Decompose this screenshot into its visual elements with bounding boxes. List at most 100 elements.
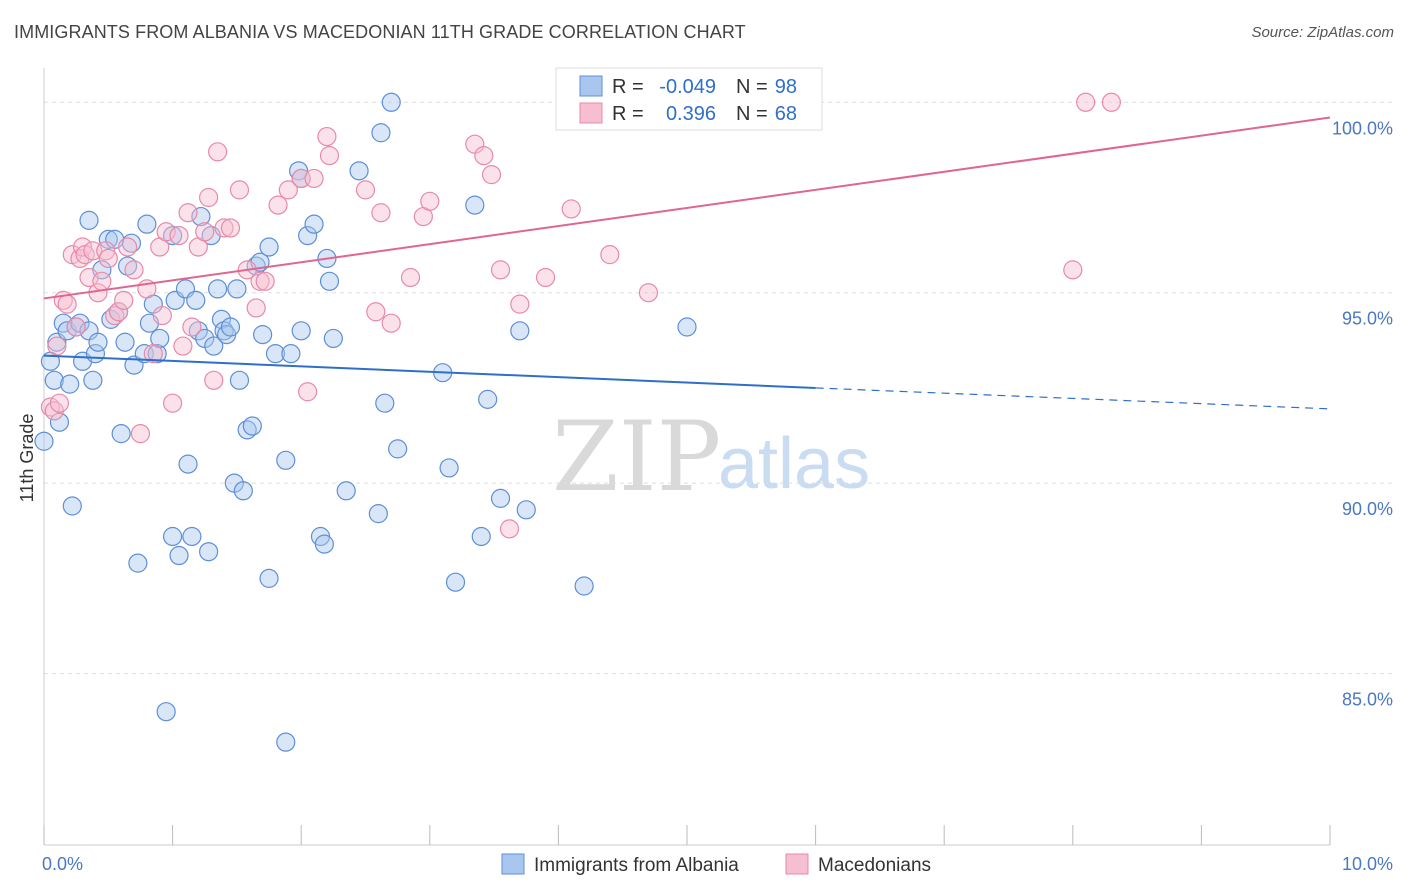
albania-point bbox=[191, 206, 211, 227]
macedonian-point bbox=[638, 283, 659, 303]
albania-point bbox=[368, 504, 388, 524]
albania-point bbox=[490, 488, 511, 508]
albania-point bbox=[289, 161, 309, 181]
albania-point bbox=[445, 572, 466, 592]
macedonian-point bbox=[208, 142, 228, 162]
bottom-legend-swatch-albania bbox=[501, 853, 525, 875]
macedonian-point bbox=[220, 218, 241, 238]
albania-point bbox=[319, 271, 340, 291]
legend-box: R = -0.049 N = 98 R = 0.396 N = 68 bbox=[555, 67, 823, 131]
albania-trend-extension bbox=[815, 387, 1331, 410]
macedonian-point bbox=[79, 267, 99, 288]
macedonian-point bbox=[366, 302, 386, 322]
macedonian-point bbox=[152, 305, 172, 326]
macedonian-trend-line bbox=[43, 116, 1331, 300]
macedonian-point bbox=[182, 317, 202, 337]
bottom-legend-label-macedonian: Macedonians bbox=[818, 855, 931, 876]
albania-point bbox=[478, 389, 498, 409]
macedonian-point bbox=[298, 382, 318, 402]
albania-point bbox=[336, 481, 356, 501]
albania-point bbox=[186, 290, 206, 310]
albania-point bbox=[276, 732, 296, 752]
macedonian-point bbox=[178, 203, 198, 223]
albania-point bbox=[242, 416, 262, 436]
macedonian-point bbox=[72, 237, 93, 257]
macedonian-point bbox=[92, 271, 112, 291]
albania-point bbox=[169, 545, 189, 566]
macedonian-point bbox=[173, 336, 193, 356]
bottom-legend-swatch-macedonian bbox=[785, 853, 809, 875]
macedonian-point bbox=[246, 298, 266, 318]
albania-point bbox=[101, 309, 121, 329]
albania-point bbox=[304, 214, 324, 234]
albania-point bbox=[233, 481, 253, 501]
albania-point bbox=[60, 374, 80, 394]
macedonian-point bbox=[163, 393, 183, 413]
albania-point bbox=[291, 321, 311, 341]
macedonian-point bbox=[96, 241, 116, 261]
albania-point bbox=[388, 439, 408, 459]
y-tick-label: 85.0% bbox=[1342, 690, 1393, 710]
macedonian-point bbox=[49, 393, 70, 413]
macedonian-point bbox=[490, 260, 511, 280]
series-macedonian-points bbox=[40, 92, 1121, 539]
macedonian-point bbox=[400, 267, 421, 288]
albania-point bbox=[349, 161, 369, 181]
macedonian-point bbox=[57, 294, 77, 314]
macedonian-point bbox=[371, 203, 391, 223]
albania-point bbox=[229, 370, 250, 390]
macedonian-point bbox=[600, 245, 620, 265]
albania-point bbox=[381, 92, 401, 112]
albania-point bbox=[111, 424, 131, 444]
albania-point bbox=[137, 214, 157, 234]
macedonian-point bbox=[1076, 92, 1096, 112]
albania-point bbox=[439, 458, 459, 478]
albania-point bbox=[677, 317, 697, 337]
albania-point bbox=[227, 279, 247, 299]
macedonian-point bbox=[278, 180, 298, 200]
legend-r-label-albania: R = bbox=[612, 76, 644, 98]
x-tick-label: 10.0% bbox=[1342, 854, 1393, 874]
y-tick-label: 100.0% bbox=[1332, 118, 1393, 138]
albania-point bbox=[237, 420, 257, 440]
albania-point bbox=[516, 500, 536, 520]
albania-point bbox=[199, 542, 219, 562]
macedonian-point bbox=[510, 294, 530, 314]
macedonian-point bbox=[561, 199, 581, 219]
macedonian-point bbox=[143, 344, 163, 364]
macedonian-point bbox=[98, 248, 118, 269]
macedonian-point bbox=[474, 146, 494, 166]
macedonian-point bbox=[304, 168, 324, 189]
albania-point bbox=[88, 332, 108, 352]
albania-point bbox=[34, 431, 54, 451]
albania-point bbox=[265, 344, 286, 364]
macedonian-point bbox=[108, 302, 129, 322]
albania-trend-line bbox=[43, 354, 816, 389]
albania-point bbox=[79, 210, 99, 230]
albania-point bbox=[371, 123, 391, 143]
y-axis-title: 11th Grade bbox=[17, 414, 37, 503]
legend-swatch-albania bbox=[579, 75, 603, 97]
source-note: Source: ZipAtlas.com bbox=[1251, 24, 1394, 41]
x-ticks bbox=[43, 825, 1331, 845]
albania-point bbox=[253, 325, 273, 345]
legend-n-value-albania: 98 bbox=[775, 76, 797, 98]
albania-point bbox=[465, 195, 485, 215]
albania-point bbox=[83, 370, 103, 390]
legend-n-label-albania: N = bbox=[736, 76, 768, 98]
albania-point bbox=[259, 237, 279, 257]
macedonian-point bbox=[117, 237, 138, 257]
legend-r-value-macedonian: 0.396 bbox=[666, 103, 716, 125]
macedonian-point bbox=[255, 271, 275, 291]
albania-point bbox=[259, 568, 279, 588]
legend-n-value-macedonian: 68 bbox=[775, 103, 797, 125]
albania-point bbox=[574, 576, 594, 596]
watermark-atlas: atlas bbox=[718, 424, 870, 504]
albania-point bbox=[156, 702, 176, 722]
macedonian-point bbox=[481, 165, 502, 185]
albania-point bbox=[323, 328, 343, 349]
macedonian-point bbox=[130, 424, 151, 444]
legend-swatch-macedonian bbox=[579, 102, 603, 124]
y-tick-label: 90.0% bbox=[1342, 499, 1393, 519]
macedonian-point bbox=[1101, 92, 1121, 112]
